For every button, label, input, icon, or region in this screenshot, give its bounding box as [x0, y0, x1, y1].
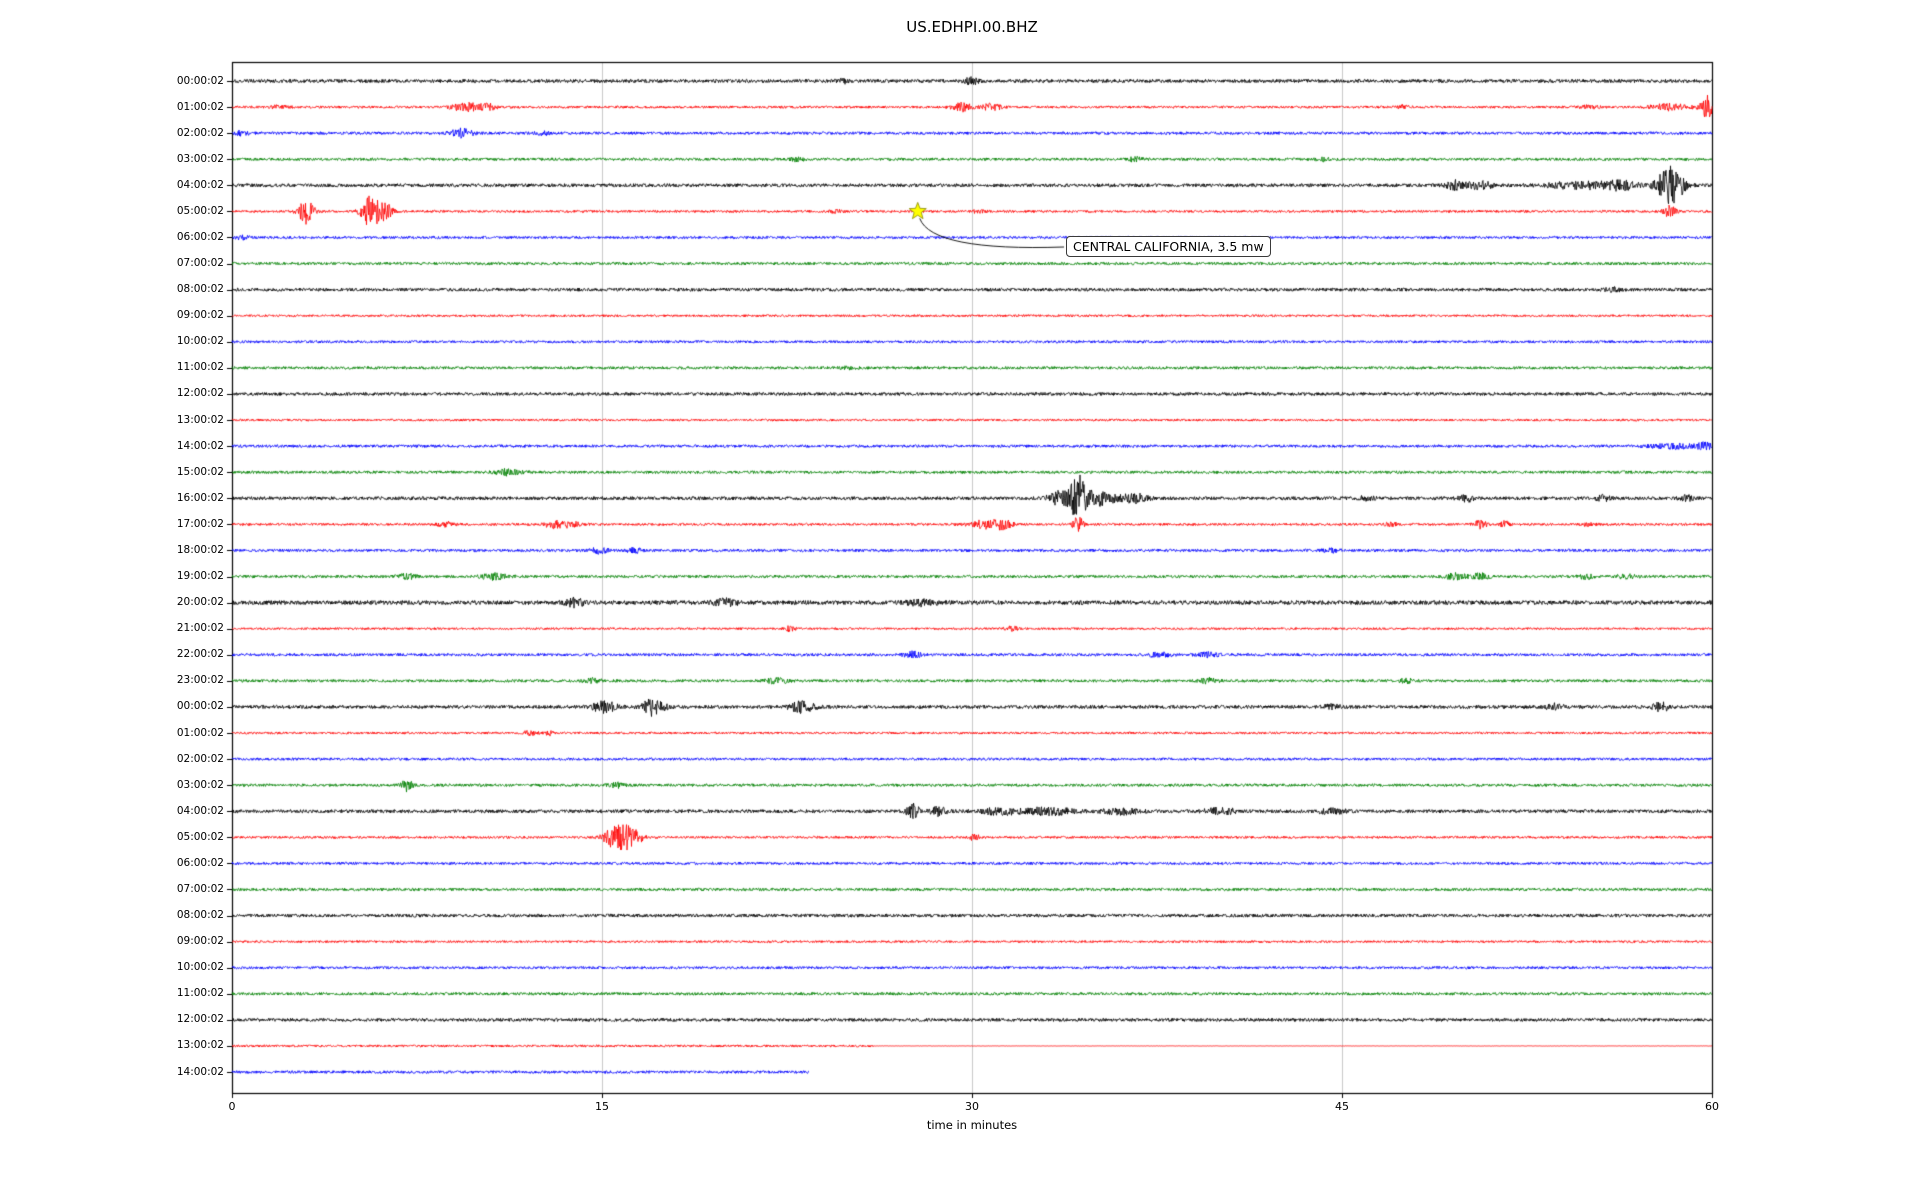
seismogram-canvas: [0, 0, 1920, 1200]
